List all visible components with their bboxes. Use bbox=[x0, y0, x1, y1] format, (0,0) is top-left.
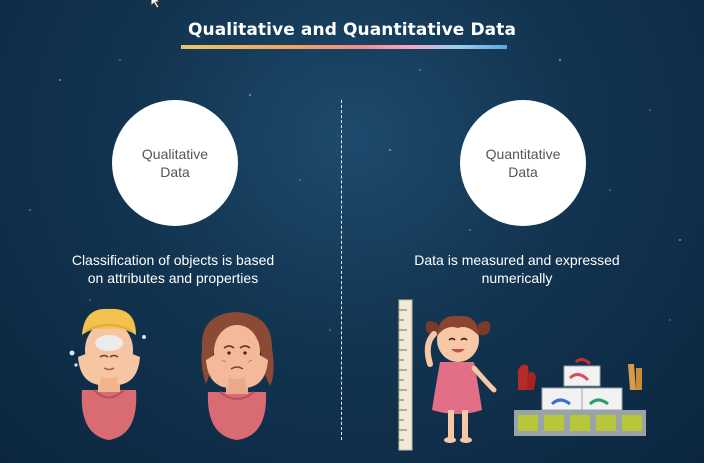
quantitative-data-circle: Quantitative Data bbox=[460, 100, 586, 226]
quantitative-description: Data is measured and expressed numerical… bbox=[352, 251, 682, 287]
qualitative-data-circle: Qualitative Data bbox=[112, 100, 238, 226]
circle-label-line: Data bbox=[160, 164, 190, 180]
description-line: numerically bbox=[481, 270, 553, 286]
shoe-rack-illustration bbox=[514, 357, 646, 436]
qualitative-description: Classification of objects is based on at… bbox=[8, 251, 338, 287]
mouse-cursor-icon bbox=[150, 0, 162, 9]
woman-with-towel-illustration bbox=[69, 308, 146, 440]
page-title: Qualitative and Quantitative Data bbox=[187, 20, 517, 40]
description-line: on attributes and properties bbox=[87, 270, 259, 286]
column-divider bbox=[341, 100, 342, 440]
older-woman-illustration bbox=[201, 312, 274, 440]
circle-label-line: Quantitative bbox=[485, 146, 561, 162]
title-underline bbox=[181, 45, 507, 49]
girl-illustration bbox=[424, 315, 497, 443]
circle-label-line: Data bbox=[508, 164, 538, 180]
description-line: Classification of objects is based bbox=[71, 252, 275, 268]
description-line: Data is measured and expressed bbox=[414, 252, 620, 268]
circle-label-line: Qualitative bbox=[141, 146, 209, 162]
height-ruler-illustration bbox=[398, 299, 413, 451]
